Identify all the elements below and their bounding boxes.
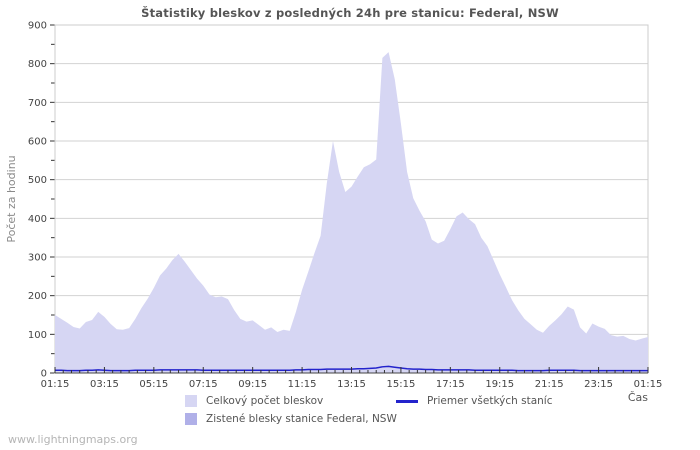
y-tick-label: 100	[28, 330, 47, 341]
y-tick-label: 200	[28, 291, 47, 302]
x-tick-label: 17:15	[436, 379, 465, 390]
x-tick-label: 05:15	[139, 379, 168, 390]
x-tick-label: 07:15	[189, 379, 218, 390]
x-tick-label: 21:15	[535, 379, 564, 390]
legend-label-total: Celkový počet bleskov	[206, 395, 324, 407]
x-axis-title: Čas	[627, 391, 648, 404]
y-tick-label: 700	[28, 98, 47, 109]
x-tick-label: 11:15	[288, 379, 317, 390]
legend-item-total: Celkový počet bleskov	[185, 395, 323, 407]
average-line-swatch	[396, 399, 418, 403]
y-tick-label: 800	[28, 59, 47, 70]
legend-item-station: Zistené blesky stanice Federal, NSW	[185, 413, 397, 425]
y-tick-label: 300	[28, 253, 47, 264]
x-tick-label: 03:15	[90, 379, 119, 390]
y-tick-label: 400	[28, 214, 47, 225]
x-tick-label: 01:15	[634, 379, 663, 390]
y-tick-label: 500	[28, 175, 47, 186]
x-tick-label: 09:15	[238, 379, 267, 390]
y-tick-label: 0	[41, 369, 47, 380]
x-tick-label: 23:15	[584, 379, 613, 390]
y-tick-label: 600	[28, 137, 47, 148]
area-series	[55, 52, 648, 373]
legend-label-station: Zistené blesky stanice Federal, NSW	[206, 413, 397, 425]
legend-label-average: Priemer všetkých staníc	[427, 395, 553, 407]
chart-title: Štatistiky bleskov z posledných 24h pre …	[141, 6, 559, 20]
y-tick-label: 900	[28, 21, 47, 32]
watermark: www.lightningmaps.org	[8, 433, 138, 446]
x-tick-label: 19:15	[485, 379, 514, 390]
total-flashes-swatch	[185, 395, 197, 407]
x-tick-label: 13:15	[337, 379, 366, 390]
legend-item-average: Priemer všetkých staníc	[396, 395, 553, 407]
x-tick-label: 01:15	[41, 379, 70, 390]
x-tick-label: 15:15	[387, 379, 416, 390]
station-flashes-swatch	[185, 413, 197, 425]
